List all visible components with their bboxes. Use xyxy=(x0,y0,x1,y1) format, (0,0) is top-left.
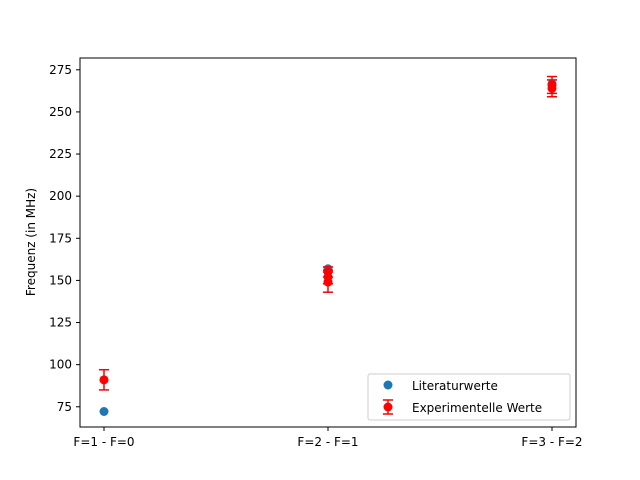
y-axis: 75 100 125 150 175 200 225 250 275 xyxy=(49,63,80,414)
legend-marker-literaturwerte xyxy=(383,380,393,390)
legend-label-experimentelle-werte: Experimentelle Werte xyxy=(412,401,542,415)
x-tick-label: F=2 - F=1 xyxy=(297,435,358,449)
x-axis: F=1 - F=0 F=2 - F=1 F=3 - F=2 xyxy=(73,427,583,449)
y-tick-label: 150 xyxy=(49,273,72,287)
experimentelle-werte-point xyxy=(323,277,333,287)
x-tick-label: F=3 - F=2 xyxy=(521,435,582,449)
legend-box xyxy=(367,373,571,421)
plot-area xyxy=(79,57,577,428)
x-tick-label: F=1 - F=0 xyxy=(73,435,134,449)
y-tick-label: 275 xyxy=(49,63,72,77)
legend: Literaturwerte Experimentelle Werte xyxy=(367,373,571,421)
experimentelle-werte-point xyxy=(547,83,557,93)
y-tick-label: 250 xyxy=(49,105,72,119)
y-axis-label: Frequenz (in MHz) xyxy=(24,188,38,296)
data-marks xyxy=(99,75,557,416)
y-tick-label: 200 xyxy=(49,189,72,203)
legend-label-literaturwerte: Literaturwerte xyxy=(412,379,498,393)
y-tick-label: 125 xyxy=(49,316,72,330)
y-tick-label: 225 xyxy=(49,147,72,161)
legend-marker-experimentelle-werte xyxy=(383,402,393,412)
y-tick-label: 75 xyxy=(57,400,72,414)
experimentelle-werte-point xyxy=(99,375,109,385)
y-tick-label: 175 xyxy=(49,231,72,245)
y-tick-label: 100 xyxy=(49,358,72,372)
literaturwerte-point xyxy=(99,406,109,416)
